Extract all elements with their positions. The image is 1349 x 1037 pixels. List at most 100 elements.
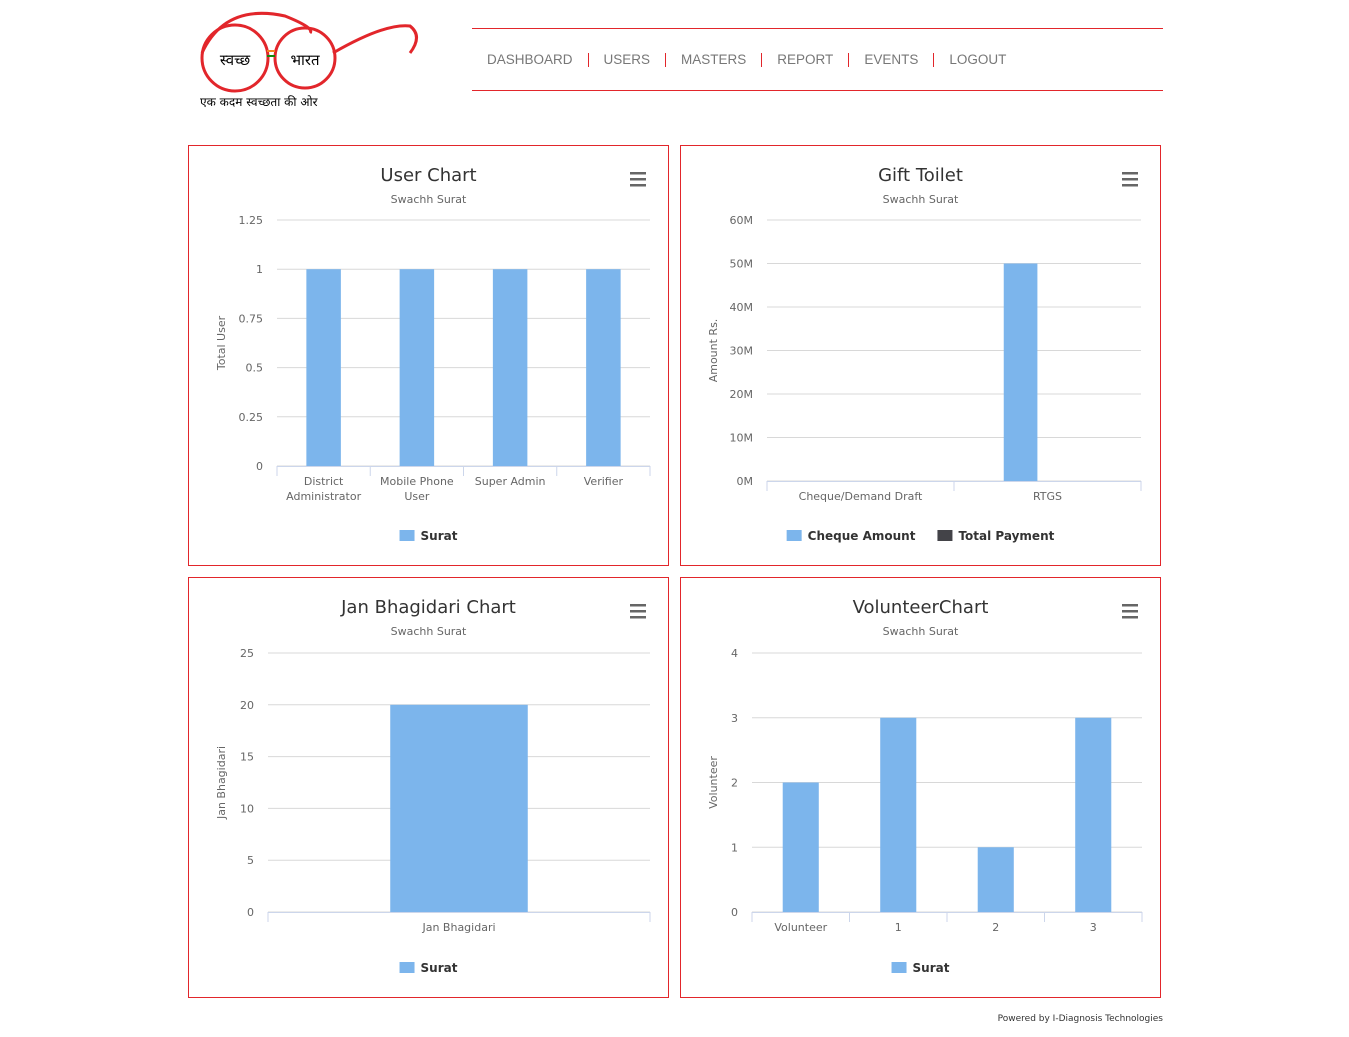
nav-link[interactable]: EVENTS [848, 52, 933, 67]
bar [306, 269, 341, 466]
menu-icon[interactable] [1122, 604, 1138, 607]
nav-link[interactable]: DASHBOARD [487, 51, 573, 67]
chart-panel: User Chart Swachh Surat Total User 0 0.25 0.5… [188, 145, 669, 566]
legend-label: Total Payment [958, 529, 1054, 543]
y-tick-label: 0M [737, 475, 754, 488]
bar [1075, 717, 1112, 912]
x-tick-label-box: Cheque/Demand Draft [798, 490, 923, 503]
legend-swatch [399, 530, 415, 541]
chart: Jan Bhagidari Chart Swachh Surat Jan Bhagi… [215, 597, 651, 975]
legend-swatch [786, 530, 802, 541]
x-tick-label: Verifier [583, 475, 623, 488]
tagline: एक कदम स्वच्छता की ओर [200, 95, 319, 109]
legend-label: Cheque Amount [808, 529, 916, 543]
bar [977, 847, 1014, 912]
chart-title: User Chart [380, 165, 476, 186]
menu-icon[interactable] [630, 610, 646, 613]
x-tick-label: RTGS [1032, 490, 1063, 503]
bar [390, 704, 528, 912]
y-tick-label: 60M [730, 214, 754, 227]
chart-panel: Gift Toilet Swachh Surat Amount Rs. 0M 10M 20… [680, 145, 1161, 566]
chart-panel: Jan Bhagidari Chart Swachh Surat Jan Bhagi… [188, 577, 669, 998]
menu-icon[interactable] [1122, 172, 1138, 175]
menu-icon[interactable] [1122, 184, 1138, 187]
menu-icon[interactable] [630, 184, 646, 187]
x-tick-label-box: Jan Bhagidari [422, 921, 495, 934]
legend: Surat [399, 961, 458, 975]
y-tick-label: 20M [730, 388, 754, 401]
menu-icon[interactable] [630, 178, 646, 181]
legend-label: Surat [421, 529, 458, 543]
nav-link[interactable]: MASTERS [665, 52, 761, 67]
y-tick-label: 0.25 [239, 411, 264, 424]
x-tick-label-box: 2 [992, 921, 999, 934]
x-tick-label: Super Admin [474, 475, 546, 488]
menu-icon[interactable] [630, 172, 646, 175]
y-tick-label: 1.25 [239, 214, 264, 227]
nav-link[interactable]: LOGOUT [933, 52, 1021, 67]
y-tick-label: 2 [731, 777, 738, 790]
y-tick-label: 0.75 [239, 312, 264, 325]
y-tick-label: 10 [240, 802, 254, 815]
y-axis-label: Volunteer [707, 756, 720, 809]
chart-subtitle: Swachh Surat [883, 193, 959, 206]
menu-icon[interactable] [630, 604, 646, 607]
y-tick-label: 50M [730, 258, 754, 271]
x-tick-label-box: Super Admin [474, 475, 546, 488]
legend-swatch [891, 962, 907, 973]
legend: Surat [399, 529, 458, 543]
x-tick-label-box: Mobile Phone User [380, 475, 454, 503]
x-tick-label-box: District Administrator [286, 475, 362, 503]
y-tick-label: 0.5 [246, 362, 264, 375]
menu-icon[interactable] [1122, 616, 1138, 619]
y-tick-label: 25 [240, 647, 254, 660]
y-tick-label: 3 [731, 712, 738, 725]
legend-label: Surat [913, 961, 950, 975]
y-axis-label: Jan Bhagidari [215, 746, 228, 820]
y-axis-label: Total User [215, 315, 228, 371]
y-tick-label: 15 [240, 751, 254, 764]
logo: स्वच्छ भारत एक कदम स्वच्छता की ओर [200, 11, 418, 109]
x-tick-label: 1 [894, 921, 902, 934]
nav-link[interactable]: REPORT [761, 52, 848, 67]
chart-title: VolunteerChart [853, 597, 989, 618]
x-tick-label: District Administrator [286, 475, 362, 503]
logo-left: स्वच्छ [220, 51, 251, 69]
menu-icon[interactable] [630, 616, 646, 619]
chart-title: Jan Bhagidari Chart [340, 597, 516, 618]
y-tick-label: 5 [247, 854, 254, 867]
bar [1003, 263, 1038, 481]
x-tick-label-box: 3 [1090, 921, 1097, 934]
legend: Cheque Amount Total Payment [786, 529, 1055, 543]
x-tick-label-box: RTGS [1032, 490, 1063, 503]
nav-link[interactable]: USERS [587, 52, 666, 67]
legend-swatch [399, 962, 415, 973]
chart-subtitle: Swachh Surat [391, 625, 467, 638]
y-tick-label: 30M [730, 345, 754, 358]
chart-title: Gift Toilet [878, 165, 963, 186]
bar [492, 269, 528, 466]
footer: Powered by I-Diagnosis Technologies [997, 1014, 1163, 1024]
bar [782, 782, 819, 912]
chart-panel: VolunteerChart Swachh Surat Volunteer 0 1 2 3 4… [680, 577, 1161, 998]
x-tick-label: Cheque/Demand Draft [798, 490, 923, 503]
y-tick-label: 0 [256, 460, 263, 473]
menu-icon[interactable] [1122, 610, 1138, 613]
y-tick-label: 1 [731, 841, 738, 854]
y-tick-label: 10M [730, 432, 754, 445]
legend: Surat [891, 961, 950, 975]
y-tick-label: 4 [731, 647, 738, 660]
bar [880, 717, 917, 912]
chart: Gift Toilet Swachh Surat Amount Rs. 0M 10M 20… [707, 165, 1142, 543]
menu-icon[interactable] [1122, 178, 1138, 181]
x-tick-label-box: Volunteer [774, 921, 827, 934]
y-tick-label: 1 [256, 263, 263, 276]
x-tick-label-box: 1 [894, 921, 902, 934]
chart-subtitle: Swachh Surat [883, 625, 959, 638]
y-tick-label: 0 [731, 906, 738, 919]
y-tick-label: 40M [730, 301, 754, 314]
chart: User Chart Swachh Surat Total User 0 0.25 0.5… [215, 165, 651, 543]
bar [586, 269, 621, 466]
y-tick-label: 0 [247, 906, 254, 919]
